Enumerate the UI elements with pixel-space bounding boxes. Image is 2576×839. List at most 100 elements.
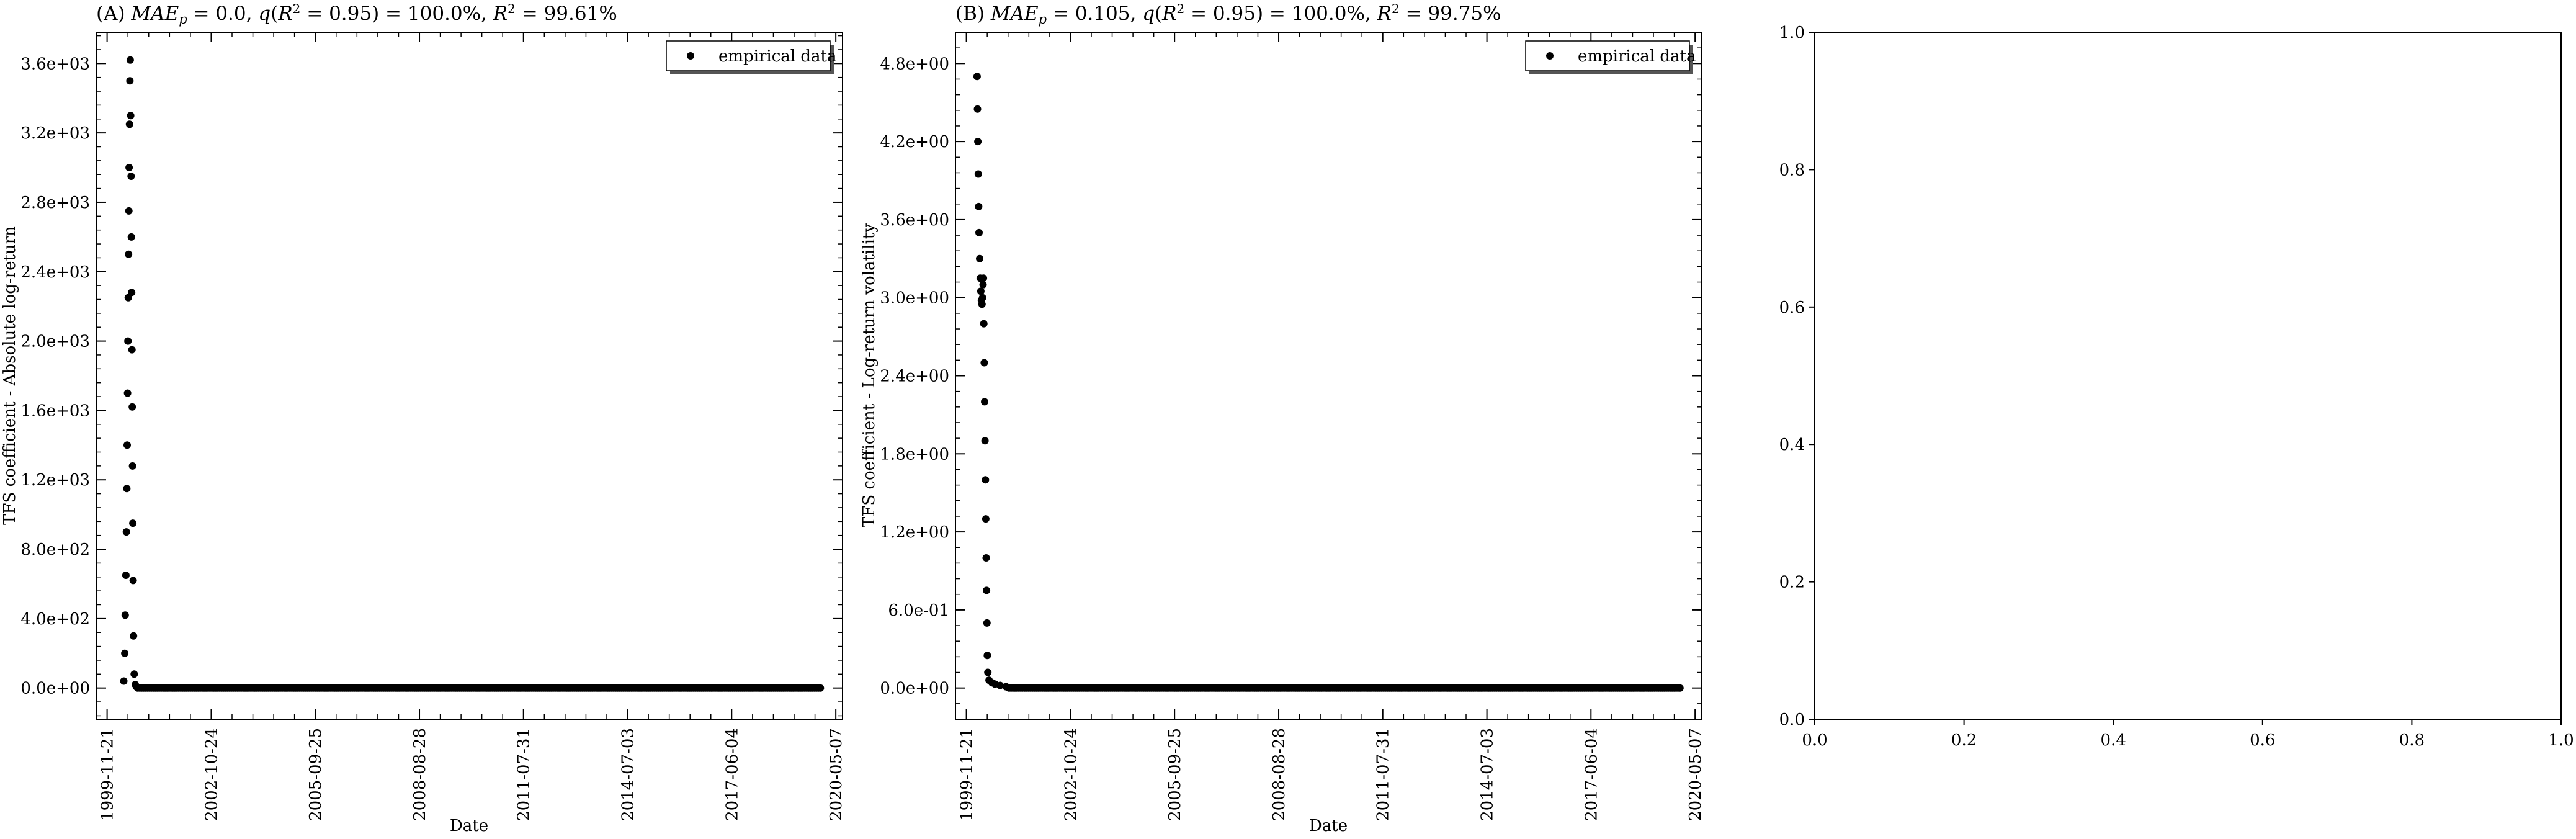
data-point [121, 611, 129, 619]
panel-b-y-ticks: 0.0e+00 6.0e-01 1.2e+00 1.8e+00 2.4e+00 3.0e+… [880, 32, 1702, 720]
x-tick-label: 1999-11-21 [99, 728, 117, 821]
panel-a: (A) MAEp = 0.0, q(R2 = 0.95) = 100.0%, R… [1, 1, 846, 835]
data-point [128, 346, 136, 354]
x-tick-label: 2020-05-07 [1686, 728, 1705, 821]
y-tick-label: 2.4e+03 [20, 263, 90, 282]
data-point [125, 250, 133, 258]
data-point [125, 207, 133, 215]
data-point [128, 289, 136, 297]
data-point [982, 515, 990, 523]
x-tick-label: 2017-06-04 [723, 728, 741, 821]
y-tick-label: 3.6e+03 [20, 55, 90, 73]
legend-marker [687, 52, 694, 60]
x-tick-label: 2002-10-24 [1062, 728, 1080, 821]
data-point [982, 554, 990, 562]
panel-b-x-axis-label: Date [1309, 817, 1348, 835]
y-tick-label: 0.6 [1779, 298, 1805, 317]
data-point [123, 485, 131, 493]
x-tick-label: 0.8 [2399, 731, 2425, 750]
data-point [126, 56, 134, 64]
y-tick-label: 0.0e+00 [20, 680, 90, 698]
panel-a-title: (A) MAEp = 0.0, q(R2 = 0.95) = 100.0%, R… [96, 1, 617, 27]
y-tick-label: 1.8e+00 [880, 445, 949, 464]
data-point [981, 398, 988, 406]
data-point [128, 403, 136, 411]
y-tick-label: 1.2e+00 [880, 523, 949, 542]
data-point [121, 649, 129, 657]
data-point [129, 519, 137, 527]
data-point [127, 112, 135, 120]
data-point [125, 120, 133, 128]
x-tick-label: 2005-09-25 [306, 728, 325, 821]
data-point [983, 586, 991, 594]
panel-b-legend: empirical data [1525, 40, 1696, 74]
y-tick-label: 0.0e+00 [880, 680, 949, 698]
data-point [127, 173, 135, 180]
x-tick-label: 2017-06-04 [1582, 728, 1601, 821]
y-tick-label: 3.6e+00 [880, 211, 949, 230]
data-point [123, 389, 132, 397]
panel-a-x-axis-label: Date [450, 817, 488, 835]
panel-c-plot-frame [1814, 32, 2562, 720]
data-point [130, 632, 138, 640]
panel-c-y-ticks: 0.0 0.2 0.4 0.6 0.8 1.0 [1779, 24, 1815, 729]
legend-label: empirical data [1578, 47, 1696, 66]
data-point [976, 254, 983, 262]
y-tick-label: 0.0 [1779, 711, 1805, 729]
data-point [1676, 684, 1684, 692]
panel-a-scatter-points [120, 56, 825, 692]
y-tick-label: 2.4e+00 [880, 367, 949, 386]
panel-c: 0.0 0.2 0.4 0.6 0.8 1.0 0.0 0.2 0.4 0.6 0.8 1.0 [1779, 24, 2574, 750]
data-point [978, 300, 986, 308]
x-tick-label: 0.0 [1802, 731, 1827, 750]
y-tick-label: 0.8 [1779, 161, 1805, 179]
data-point [123, 441, 131, 449]
panel-a-y-axis-label: TFS coefficient - Absolute log-return [1, 226, 19, 525]
data-point [122, 572, 130, 579]
data-point [120, 677, 128, 685]
panel-a-x-ticks: 1999-11-21 2002-10-24 2005-09-25 2008-08-28… [99, 32, 846, 821]
x-tick-label: 2014-07-03 [1478, 728, 1497, 821]
data-point [125, 164, 133, 171]
data-point [978, 294, 986, 302]
data-point [127, 233, 135, 241]
y-tick-label: 4.2e+00 [880, 133, 949, 151]
data-point [975, 228, 983, 236]
data-point [980, 359, 988, 367]
y-tick-label: 0.2 [1779, 573, 1805, 592]
panel-b-title: (B) MAEp = 0.105, q(R2 = 0.95) = 100.0%,… [955, 1, 1501, 27]
x-tick-label: 2014-07-03 [619, 728, 638, 821]
panel-a-y-ticks: 0.0e+00 4.0e+02 8.0e+02 1.2e+03 1.6e+03 2.0e+… [20, 35, 843, 717]
data-point [973, 105, 982, 113]
legend-marker [1546, 52, 1554, 60]
data-point [982, 476, 990, 484]
data-point [124, 337, 132, 345]
x-tick-label: 0.6 [2250, 731, 2275, 750]
x-tick-label: 1999-11-21 [958, 728, 977, 821]
y-tick-label: 4.0e+02 [20, 610, 90, 629]
x-tick-label: 2020-05-07 [827, 728, 846, 821]
panel-b-scatter-points [973, 73, 1684, 692]
x-tick-label: 2002-10-24 [202, 728, 221, 821]
data-point [973, 73, 981, 81]
data-point [130, 670, 138, 678]
data-point [126, 77, 134, 85]
y-tick-label: 1.2e+03 [20, 471, 90, 490]
y-tick-label: 2.8e+03 [20, 194, 90, 212]
y-tick-label: 6.0e-01 [888, 601, 949, 620]
panel-a-legend: empirical data [666, 40, 836, 74]
panel-b: (B) MAEp = 0.105, q(R2 = 0.95) = 100.0%,… [860, 1, 1705, 835]
data-point [129, 577, 137, 585]
data-point [996, 681, 1004, 689]
x-tick-label: 0.4 [2101, 731, 2126, 750]
data-point [979, 280, 987, 289]
data-point [128, 462, 136, 470]
data-point [816, 684, 825, 692]
data-point [984, 668, 992, 676]
y-tick-label: 2.0e+03 [20, 333, 90, 351]
y-tick-label: 1.6e+03 [20, 402, 90, 420]
panel-a-plot-frame [96, 32, 843, 720]
legend-label: empirical data [718, 47, 836, 66]
y-tick-label: 1.0 [1779, 24, 1805, 42]
